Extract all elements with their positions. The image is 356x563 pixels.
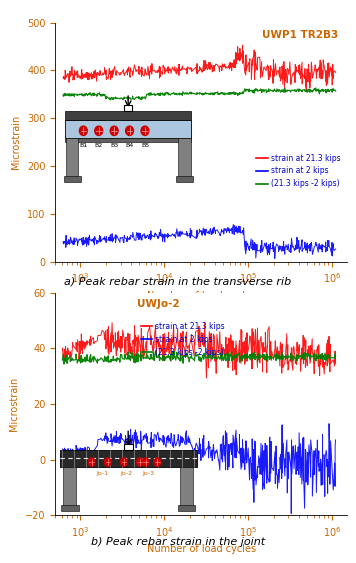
X-axis label: Number of load cycles: Number of load cycles (147, 544, 256, 554)
Y-axis label: Microstrain: Microstrain (11, 115, 21, 169)
Y-axis label: Microstrain: Microstrain (9, 377, 20, 431)
Text: a) Peak rebar strain in the transverse rib: a) Peak rebar strain in the transverse r… (64, 277, 292, 287)
Text: b) Peak rebar strain in the joint: b) Peak rebar strain in the joint (91, 537, 265, 547)
X-axis label: Number of load cycles: Number of load cycles (147, 291, 256, 301)
Legend: strain at 21.3 kips, strain at 2 kips, (21.3 kips -2 kips): strain at 21.3 kips, strain at 2 kips, (… (138, 319, 228, 360)
Legend: strain at 21.3 kips, strain at 2 kips, (21.3 kips -2 kips): strain at 21.3 kips, strain at 2 kips, (… (253, 150, 343, 191)
Text: UWJo-2: UWJo-2 (137, 300, 179, 310)
Text: UWP1 TR2B3: UWP1 TR2B3 (262, 30, 338, 40)
